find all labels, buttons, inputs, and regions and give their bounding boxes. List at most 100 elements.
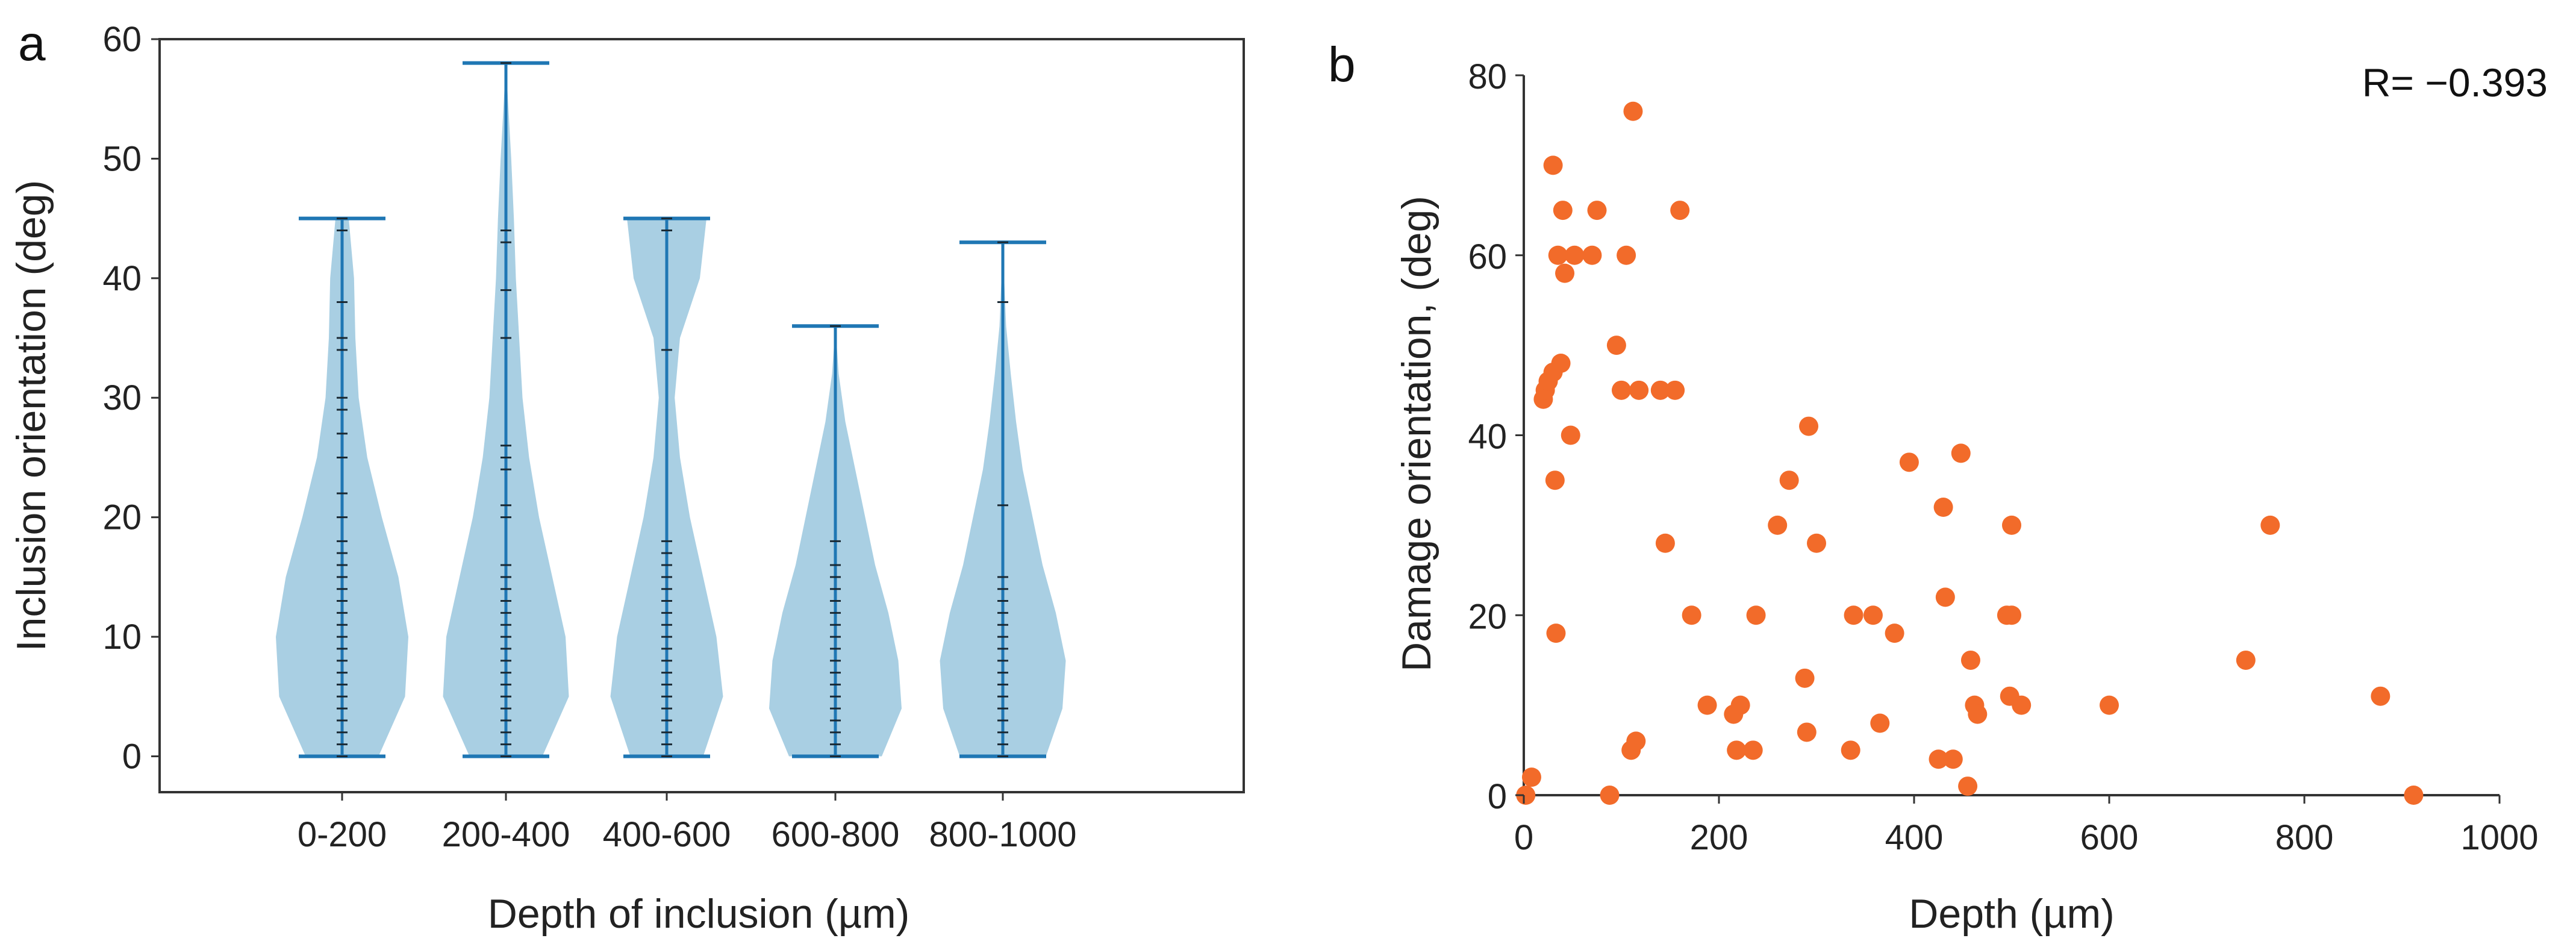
scatter-point bbox=[1844, 605, 1863, 625]
violin-series bbox=[276, 61, 1066, 758]
y-tick-label: 50 bbox=[102, 139, 142, 178]
scatter-point bbox=[1727, 740, 1747, 760]
scatter-point bbox=[1797, 722, 1817, 742]
y-tick-label: 0 bbox=[122, 737, 142, 776]
y-axis-ticks: 0 20 40 60 80 bbox=[1468, 57, 1524, 816]
scatter-point bbox=[2012, 695, 2032, 715]
scatter-point bbox=[1841, 740, 1860, 760]
y-tick-label: 80 bbox=[1468, 57, 1507, 96]
x-tick-label: 200 bbox=[1690, 818, 1748, 857]
scatter-point bbox=[1670, 201, 1690, 220]
y-tick-label: 20 bbox=[1468, 597, 1507, 636]
y-tick-label: 40 bbox=[102, 259, 142, 298]
x-tick-label: 0-200 bbox=[298, 815, 387, 854]
scatter-point bbox=[1545, 470, 1565, 490]
y-axis-title: Damage orientation, (deg) bbox=[1394, 196, 1439, 672]
violin-800-1000 bbox=[940, 240, 1066, 758]
x-tick-label: 800 bbox=[2275, 818, 2334, 857]
scatter-point bbox=[1885, 623, 1904, 643]
scatter-point bbox=[1551, 354, 1571, 373]
scatter-point bbox=[1968, 704, 1988, 724]
correlation-annotation: R= −0.393 bbox=[2362, 60, 2548, 105]
violin-panel: a 0 10 20 30 40 50 60 0-200 200-400 400-600 600-8… bbox=[8, 16, 1245, 937]
scatter-point bbox=[1546, 623, 1566, 643]
scatter-point bbox=[2100, 695, 2119, 715]
scatter-point bbox=[1612, 380, 1631, 400]
scatter-point bbox=[1933, 498, 1953, 517]
scatter-point bbox=[1746, 605, 1766, 625]
scatter-point bbox=[1697, 695, 1717, 715]
violin-400-600 bbox=[610, 216, 723, 758]
scatter-point bbox=[1561, 425, 1580, 445]
violin-200-400 bbox=[443, 61, 569, 758]
x-tick-label: 0 bbox=[1514, 818, 1533, 857]
scatter-point bbox=[1682, 605, 1701, 625]
scatter-point bbox=[2260, 515, 2280, 535]
scatter-point bbox=[1730, 695, 1750, 715]
scatter-point bbox=[1629, 380, 1649, 400]
scatter-point bbox=[1521, 767, 1541, 787]
scatter-point bbox=[1768, 515, 1788, 535]
scatter-point bbox=[1565, 245, 1585, 265]
scatter-point bbox=[2002, 515, 2021, 535]
scatter-point bbox=[1870, 713, 1890, 733]
y-tick-label: 0 bbox=[1488, 777, 1507, 816]
x-tick-label: 200-400 bbox=[442, 815, 570, 854]
scatter-point bbox=[2002, 605, 2021, 625]
scatter-point bbox=[1617, 245, 1636, 265]
scatter-point bbox=[1587, 201, 1607, 220]
y-axis-title: Inclusion orientation (deg) bbox=[8, 180, 54, 651]
y-tick-label: 10 bbox=[102, 617, 142, 657]
scatter-point bbox=[1951, 443, 1971, 463]
y-tick-label: 60 bbox=[1468, 237, 1507, 277]
x-axis-title: Depth of inclusion (µm) bbox=[488, 891, 910, 937]
scatter-point bbox=[1665, 380, 1685, 400]
x-axis-ticks: 0-200 200-400 400-600 600-800 800-1000 bbox=[298, 792, 1077, 854]
y-tick-label: 40 bbox=[1468, 417, 1507, 457]
y-axis-ticks: 0 10 20 30 40 50 60 bbox=[102, 20, 160, 776]
y-tick-label: 30 bbox=[102, 378, 142, 417]
scatter-point bbox=[1958, 777, 1978, 796]
panel-label-b: b bbox=[1328, 37, 1356, 92]
violin-600-800 bbox=[769, 324, 902, 758]
x-tick-label: 600-800 bbox=[772, 815, 900, 854]
violin-0-200 bbox=[276, 216, 408, 758]
scatter-point bbox=[1548, 245, 1568, 265]
y-tick-label: 60 bbox=[102, 20, 142, 59]
scatter-point bbox=[1650, 380, 1670, 400]
scatter-point bbox=[1929, 749, 1948, 769]
scatter-point bbox=[1935, 587, 1955, 607]
x-axis-title: Depth (µm) bbox=[1909, 891, 2114, 937]
scatter-point bbox=[1943, 749, 1963, 769]
scatter-point bbox=[1655, 533, 1675, 553]
scatter-point bbox=[1516, 786, 1536, 805]
scatter-point bbox=[1623, 101, 1643, 121]
scatter-point bbox=[1555, 263, 1575, 283]
scatter-point bbox=[1600, 786, 1620, 805]
x-tick-label: 800-1000 bbox=[929, 815, 1076, 854]
scatter-point bbox=[1543, 155, 1563, 175]
scatter-point bbox=[1899, 452, 1919, 472]
scatter-point bbox=[1743, 740, 1763, 760]
violin-plot-frame bbox=[158, 38, 1245, 793]
x-axis-ticks: 0 200 400 600 800 1000 bbox=[1514, 795, 2539, 857]
scatter-point bbox=[1863, 605, 1883, 625]
scatter-point bbox=[1799, 416, 1819, 436]
x-tick-label: 600 bbox=[2080, 818, 2139, 857]
scatter-point bbox=[1626, 731, 1646, 751]
scatter-point bbox=[1960, 650, 1980, 670]
scatter-point bbox=[2371, 686, 2390, 706]
panel-label-a: a bbox=[18, 16, 46, 71]
scatter-point bbox=[1779, 470, 1799, 490]
scatter-point bbox=[1807, 533, 1826, 553]
scatter-point bbox=[1553, 201, 1573, 220]
scatter-point bbox=[1582, 245, 1602, 265]
x-tick-label: 400 bbox=[1885, 818, 1944, 857]
y-tick-label: 20 bbox=[102, 498, 142, 537]
scatter-point bbox=[1795, 668, 1815, 688]
scatter-points bbox=[1516, 101, 2424, 805]
x-tick-label: 1000 bbox=[2460, 818, 2538, 857]
scatter-point bbox=[1606, 336, 1626, 355]
